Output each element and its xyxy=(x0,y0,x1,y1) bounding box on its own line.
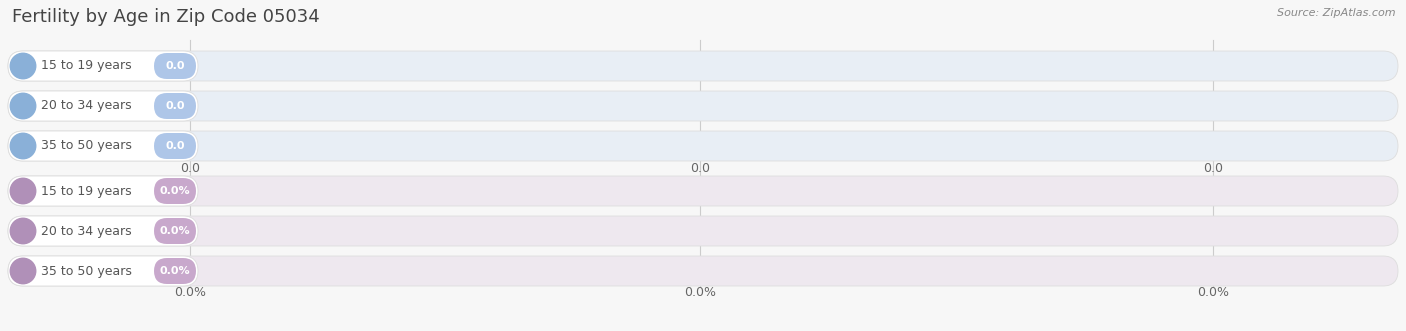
Text: 0.0: 0.0 xyxy=(690,162,710,174)
Text: 0.0%: 0.0% xyxy=(160,226,190,236)
FancyBboxPatch shape xyxy=(155,258,195,284)
FancyBboxPatch shape xyxy=(8,256,198,286)
Circle shape xyxy=(10,133,35,159)
FancyBboxPatch shape xyxy=(8,131,198,161)
Text: 35 to 50 years: 35 to 50 years xyxy=(41,264,132,277)
Text: 0.0%: 0.0% xyxy=(160,266,190,276)
FancyBboxPatch shape xyxy=(155,178,195,204)
FancyBboxPatch shape xyxy=(8,51,1398,81)
Circle shape xyxy=(10,53,35,79)
Text: 20 to 34 years: 20 to 34 years xyxy=(41,224,131,238)
Text: Source: ZipAtlas.com: Source: ZipAtlas.com xyxy=(1278,8,1396,18)
FancyBboxPatch shape xyxy=(8,256,1398,286)
FancyBboxPatch shape xyxy=(8,131,1398,161)
Text: 0.0: 0.0 xyxy=(166,61,184,71)
Text: 15 to 19 years: 15 to 19 years xyxy=(41,184,131,198)
Circle shape xyxy=(10,258,35,284)
FancyBboxPatch shape xyxy=(155,93,195,119)
Text: Fertility by Age in Zip Code 05034: Fertility by Age in Zip Code 05034 xyxy=(13,8,319,26)
FancyBboxPatch shape xyxy=(8,176,198,206)
Circle shape xyxy=(10,178,35,204)
Circle shape xyxy=(10,93,35,119)
Text: 35 to 50 years: 35 to 50 years xyxy=(41,139,132,153)
FancyBboxPatch shape xyxy=(8,91,198,121)
Text: 0.0%: 0.0% xyxy=(683,287,716,300)
Circle shape xyxy=(10,218,35,244)
FancyBboxPatch shape xyxy=(155,218,195,244)
Text: 15 to 19 years: 15 to 19 years xyxy=(41,60,131,72)
FancyBboxPatch shape xyxy=(8,91,1398,121)
FancyBboxPatch shape xyxy=(155,53,195,79)
FancyBboxPatch shape xyxy=(155,133,195,159)
Text: 0.0%: 0.0% xyxy=(1197,287,1229,300)
Text: 0.0%: 0.0% xyxy=(160,186,190,196)
FancyBboxPatch shape xyxy=(8,216,198,246)
FancyBboxPatch shape xyxy=(8,51,198,81)
Text: 0.0%: 0.0% xyxy=(174,287,207,300)
FancyBboxPatch shape xyxy=(8,216,1398,246)
Text: 0.0: 0.0 xyxy=(166,141,184,151)
Text: 20 to 34 years: 20 to 34 years xyxy=(41,100,131,113)
Text: 0.0: 0.0 xyxy=(1204,162,1223,174)
Text: 0.0: 0.0 xyxy=(180,162,200,174)
FancyBboxPatch shape xyxy=(8,176,1398,206)
Text: 0.0: 0.0 xyxy=(166,101,184,111)
